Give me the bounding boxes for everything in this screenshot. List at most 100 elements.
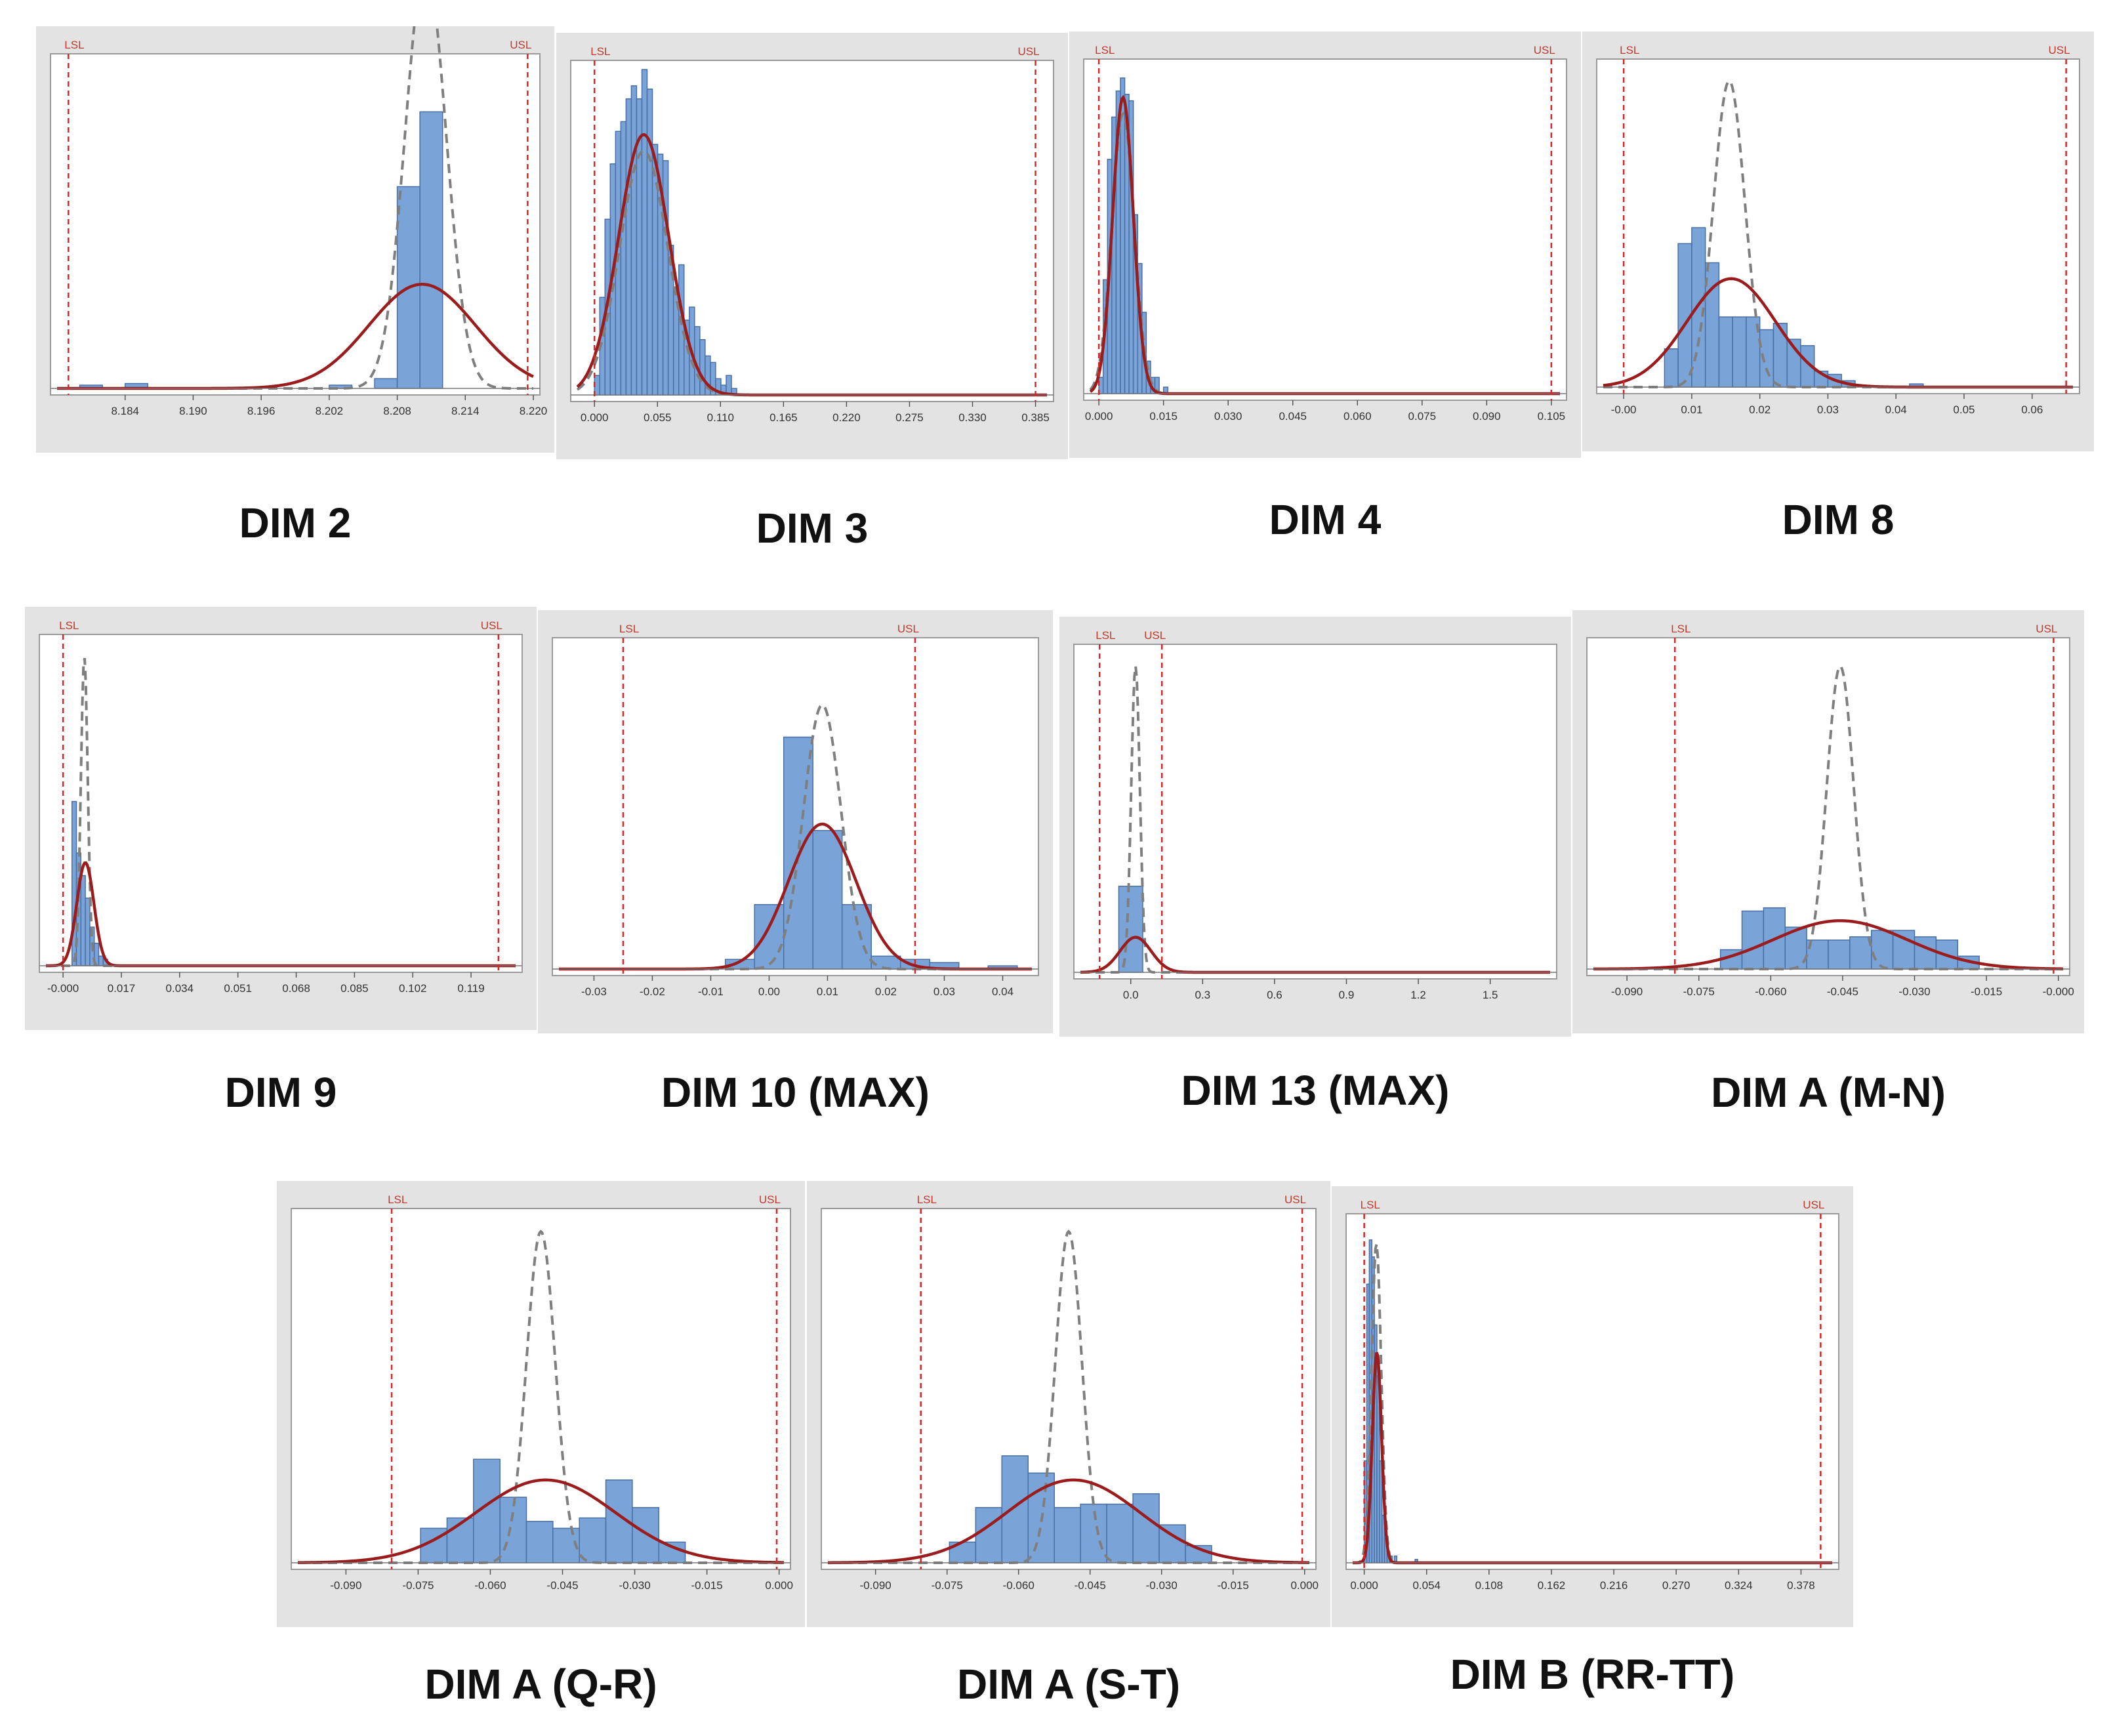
plot-area xyxy=(39,634,523,973)
x-tick-label: 0.00 xyxy=(758,985,780,998)
x-tick-label: -0.060 xyxy=(1003,1579,1035,1592)
x-tick-label: 0.330 xyxy=(958,411,987,424)
x-tick-label: 8.208 xyxy=(383,405,411,417)
histogram-svg: LSL USL -0.03 -0.02 -0.01 0.00 0.01 0.02 0.03 0.0… xyxy=(552,623,1039,998)
lsl-label: LSL xyxy=(64,39,84,51)
chart-panel: LSL USL 0.000 0.054 0.108 0.162 0.216 0.270 0.32… xyxy=(1332,1186,1853,1627)
histogram-bar xyxy=(726,375,732,396)
histogram-bar xyxy=(662,160,669,396)
x-tick-label: -0.075 xyxy=(932,1579,963,1592)
lsl-label: LSL xyxy=(1620,44,1639,56)
x-tick-label: 0.05 xyxy=(1953,403,1975,416)
chart-title: DIM A (M-N) xyxy=(1711,1069,1946,1116)
usl-label: USL xyxy=(1144,629,1166,642)
x-tick-label: 8.202 xyxy=(316,405,344,417)
x-tick-label: -0.000 xyxy=(47,982,79,995)
histogram-bar xyxy=(1914,936,1937,970)
usl-label: USL xyxy=(1803,1199,1824,1211)
x-tick-label: 0.000 xyxy=(1085,410,1113,423)
histogram-bar xyxy=(651,144,659,396)
histogram-svg: LSL USL 0.000 0.054 0.108 0.162 0.216 0.270 0.32… xyxy=(1345,1199,1839,1592)
histogram-bar xyxy=(625,98,632,396)
histogram-bar xyxy=(841,904,872,970)
x-tick-label: 0.000 xyxy=(765,1579,793,1592)
usl-label: USL xyxy=(481,619,502,632)
histogram-svg: LSL USL -0.090 -0.075 -0.060 -0.045 -0.030 -0.0… xyxy=(821,1193,1319,1592)
x-tick-label: 0.385 xyxy=(1021,411,1050,424)
plot-area xyxy=(1345,1213,1839,1570)
usl-label: USL xyxy=(759,1193,781,1206)
histogram-bar xyxy=(1691,227,1706,388)
x-tick-label: -0.015 xyxy=(1971,985,2002,998)
histogram-svg: LSL USL -0.000 0.017 0.034 0.051 0.068 0.085 0.1… xyxy=(39,619,523,995)
histogram-bar xyxy=(615,131,622,396)
x-tick-label: -0.090 xyxy=(1611,985,1643,998)
lsl-label: LSL xyxy=(59,619,79,632)
overall-fit-curve xyxy=(297,1478,785,1565)
x-tick-label: -0.01 xyxy=(698,985,724,998)
x-tick-label: 0.06 xyxy=(2021,403,2043,416)
x-tick-label: -0.045 xyxy=(546,1579,578,1592)
plot-area xyxy=(50,53,541,396)
plot-area xyxy=(1083,58,1567,401)
lsl-label: LSL xyxy=(388,1193,407,1206)
x-tick-label: 0.324 xyxy=(1725,1579,1753,1592)
x-tick-label: 0.015 xyxy=(1149,410,1178,423)
x-tick-label: -0.045 xyxy=(1075,1579,1106,1592)
overall-fit-curve xyxy=(827,1478,1310,1565)
x-tick-label: -0.090 xyxy=(860,1579,892,1592)
chart-panel: LSL USL -0.03 -0.02 -0.01 0.00 0.01 0.02 0.03 0.0… xyxy=(538,610,1053,1033)
histogram-bar xyxy=(812,830,843,970)
usl-label: USL xyxy=(1534,44,1555,56)
x-tick-label: -0.015 xyxy=(1218,1579,1249,1592)
lsl-label: LSL xyxy=(1096,629,1115,642)
x-tick-label: 0.216 xyxy=(1600,1579,1628,1592)
histogram-svg: LSL USL 0.0 0.3 0.6 0.9 1.2 1.5 xyxy=(1073,629,1557,1001)
x-tick-label: 0.378 xyxy=(1787,1579,1815,1592)
x-tick-label: 0.102 xyxy=(399,982,427,995)
histogram-svg: LSL USL 0.000 0.015 0.030 0.045 0.060 0.075 0.09… xyxy=(1083,44,1567,423)
x-tick-label: 1.5 xyxy=(1483,989,1498,1001)
histogram-bar xyxy=(499,1497,527,1563)
histogram-bar xyxy=(620,121,627,396)
x-tick-label: 8.190 xyxy=(179,405,207,417)
x-tick-label: 0.02 xyxy=(875,985,897,998)
x-tick-label: 0.01 xyxy=(1681,403,1702,416)
lsl-label: LSL xyxy=(1095,44,1115,56)
x-tick-label: 0.030 xyxy=(1214,410,1242,423)
x-tick-label: 0.034 xyxy=(166,982,194,995)
histogram-bar xyxy=(630,85,638,396)
histogram-bar xyxy=(1001,1455,1029,1563)
x-tick-label: 0.9 xyxy=(1339,989,1355,1001)
x-tick-label: -0.015 xyxy=(691,1579,723,1592)
x-tick-label: 0.045 xyxy=(1279,410,1307,423)
x-tick-label: 0.119 xyxy=(457,982,484,995)
x-tick-label: 0.6 xyxy=(1267,989,1282,1001)
histogram-bar xyxy=(1132,1493,1160,1563)
histogram-bar xyxy=(1118,886,1143,973)
plot-area xyxy=(1586,637,2070,976)
histogram-svg: LSL USL -0.090 -0.075 -0.060 -0.045 -0.030 -0.0… xyxy=(291,1193,793,1592)
lsl-label: LSL xyxy=(590,45,610,58)
histogram-bar xyxy=(374,378,398,389)
histogram-bar xyxy=(1732,316,1747,388)
overall-fit-curve xyxy=(1593,919,2064,971)
plot-area xyxy=(291,1208,791,1570)
x-tick-label: 0.085 xyxy=(340,982,369,995)
x-tick-label: -0.060 xyxy=(474,1579,506,1592)
histogram-bar xyxy=(1718,316,1733,388)
x-tick-label: -0.090 xyxy=(330,1579,361,1592)
x-tick-label: 0.03 xyxy=(933,985,955,998)
chart-title: DIM 9 xyxy=(224,1069,337,1116)
x-tick-label: 0.04 xyxy=(1885,403,1907,416)
x-tick-label: 0.04 xyxy=(992,985,1014,998)
x-tick-label: 8.220 xyxy=(520,405,548,417)
histogram-bar xyxy=(1106,1503,1134,1563)
histogram-bar xyxy=(419,111,443,389)
x-tick-label: 1.2 xyxy=(1410,989,1426,1001)
chart-title: DIM B (RR-TT) xyxy=(1450,1651,1735,1698)
chart-panel: LSL USL 8.184 8.190 8.196 8.202 8.208 8.214 8.22… xyxy=(36,26,554,453)
x-tick-label: 0.0 xyxy=(1123,989,1139,1001)
usl-label: USL xyxy=(2036,623,2057,635)
lsl-label: LSL xyxy=(1671,623,1691,635)
